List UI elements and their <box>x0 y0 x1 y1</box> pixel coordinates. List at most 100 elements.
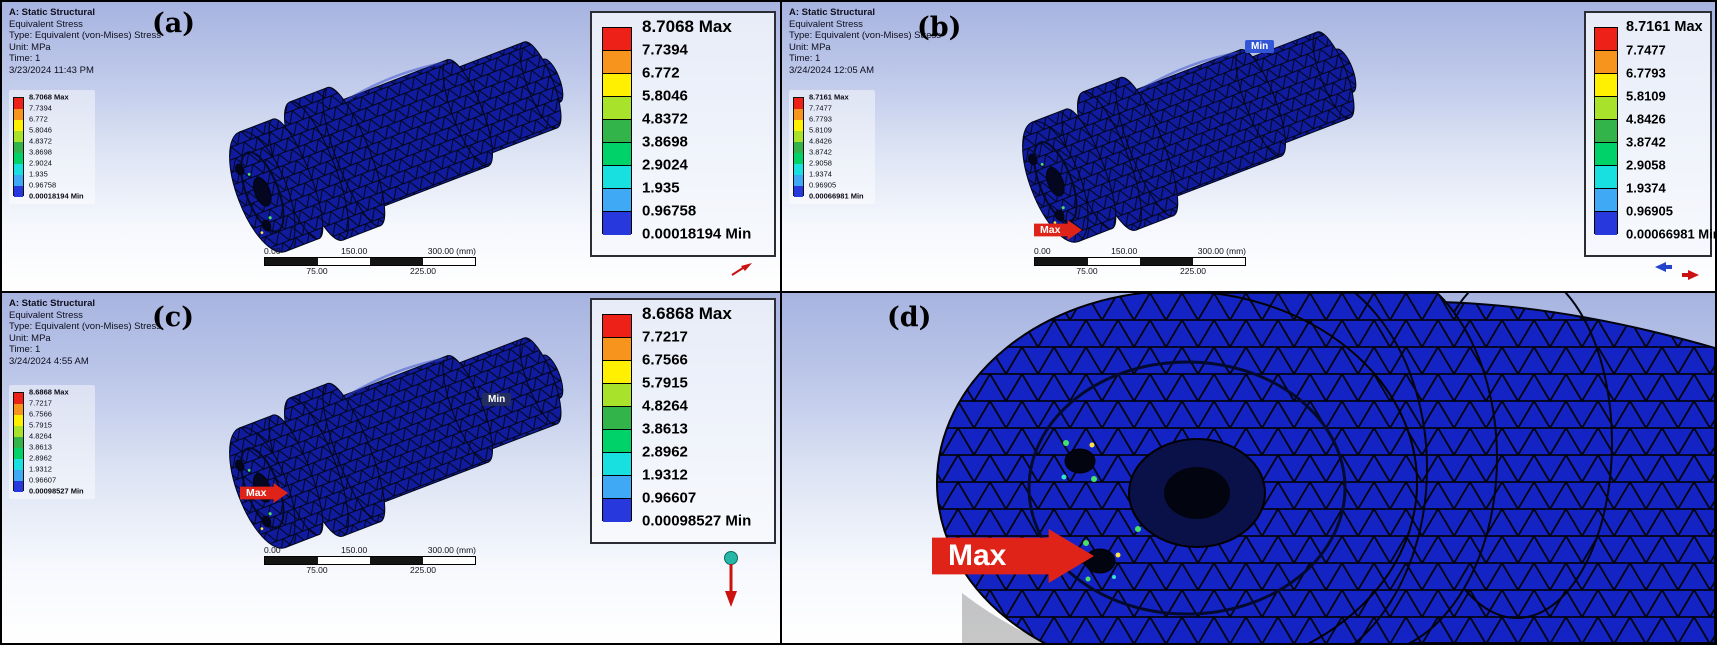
triad-icon <box>724 551 738 607</box>
panel-b-viewport: A: Static Structural Equivalent Stress T… <box>782 2 1715 293</box>
ruler-tick: 150.00 <box>341 246 368 256</box>
legend-value: 6.7793 <box>809 114 832 124</box>
scale-ruler: 0.00 150.00 300.00 (mm) 75.00 225.00 <box>264 545 476 575</box>
ruler-tick: 0.00 <box>264 545 281 555</box>
legend-value: 0.00098527 Min <box>642 512 752 530</box>
legend-value: 5.7915 <box>642 374 688 392</box>
legend-band <box>14 470 23 481</box>
legend-band <box>603 499 631 522</box>
header-result-name: Equivalent Stress <box>9 18 83 30</box>
legend-value: 0.96758 <box>29 180 57 190</box>
legend-value: 4.8372 <box>29 136 52 146</box>
legend-band <box>1595 74 1617 97</box>
legend-value: 2.9058 <box>1626 157 1666 173</box>
legend-band <box>1595 143 1617 166</box>
min-probe-flag: Min <box>482 393 512 406</box>
triad-icon <box>731 263 752 276</box>
ruler-bar <box>1034 257 1246 266</box>
legend-band <box>14 459 23 470</box>
legend-value: 0.96607 <box>29 475 57 485</box>
legend-band <box>794 153 803 164</box>
legend-value: 0.00018194 Min <box>29 191 84 201</box>
legend-value: 1.935 <box>29 169 48 179</box>
legend-band <box>14 481 23 492</box>
legend-band <box>603 430 631 453</box>
stress-hotspot-speckles <box>1061 440 1141 582</box>
header-unit: Unit: MPa <box>9 41 51 53</box>
legend-value: 6.7793 <box>1626 65 1666 81</box>
ruler-tick: 225.00 <box>1180 266 1206 276</box>
legend-band <box>794 175 803 186</box>
panel-letter: (c) <box>152 302 194 333</box>
panel-c-viewport: A: Static Structural Equivalent Stress T… <box>2 293 782 643</box>
ruler-tick: 75.00 <box>1076 266 1098 276</box>
legend-band <box>14 393 23 404</box>
legend-value: 1.9374 <box>1626 180 1666 196</box>
ruler-tick: 75.00 <box>306 266 328 276</box>
result-header: A: Static Structural Equivalent Stress T… <box>789 7 941 76</box>
legend-value: 6.772 <box>29 114 48 124</box>
header-timestamp: 3/24/2024 4:55 AM <box>9 355 89 367</box>
legend-band <box>1595 212 1617 235</box>
legend-value: 8.7161 Max <box>1626 19 1703 35</box>
legend-band <box>14 426 23 437</box>
header-unit: Unit: MPa <box>789 41 831 53</box>
scale-ruler: 0.00 150.00 300.00 (mm) 75.00 225.00 <box>264 246 476 276</box>
mini-contour-legend: 8.7068 Max 7.7394 6.772 5.8046 4.8372 3.… <box>9 90 95 204</box>
legend-band <box>14 437 23 448</box>
legend-band <box>603 97 631 120</box>
header-time: Time: 1 <box>789 53 821 64</box>
header-analysis-title: A: Static Structural <box>9 7 96 18</box>
legend-band <box>603 51 631 74</box>
legend-band <box>794 109 803 120</box>
contour-legend: 8.7068 Max 7.7394 6.772 5.8046 4.8372 3.… <box>590 11 776 257</box>
legend-band <box>14 120 23 131</box>
shaft-model-view <box>211 22 587 272</box>
ruler-tick: 75.00 <box>306 565 328 575</box>
legend-value: 2.9024 <box>29 158 52 168</box>
legend-value: 5.8046 <box>642 87 688 105</box>
legend-value: 5.7915 <box>29 420 52 430</box>
legend-band <box>14 153 23 164</box>
max-probe-flag: Max <box>1034 220 1082 240</box>
legend-band <box>794 164 803 175</box>
panel-d-viewport: (d) Max <box>782 293 1715 643</box>
legend-value: 4.8426 <box>1626 111 1666 127</box>
ruler-bar <box>264 257 476 266</box>
legend-band <box>603 315 631 338</box>
legend-band <box>1595 166 1617 189</box>
legend-band <box>14 98 23 109</box>
legend-value: 3.8698 <box>29 147 52 157</box>
legend-value: 7.7394 <box>29 103 52 113</box>
legend-band <box>603 476 631 499</box>
legend-band <box>14 164 23 175</box>
legend-value: 0.96607 <box>642 489 697 507</box>
legend-band <box>14 142 23 153</box>
panel-letter: (b) <box>917 12 962 43</box>
legend-band <box>603 143 631 166</box>
legend-value: 0.96905 <box>809 180 837 190</box>
legend-value: 8.7161 Max <box>809 92 849 102</box>
legend-band <box>603 338 631 361</box>
legend-band <box>1595 51 1617 74</box>
ruler-tick: 0.00 <box>1034 246 1051 256</box>
legend-band <box>603 166 631 189</box>
legend-value: 4.8264 <box>29 431 52 441</box>
legend-band <box>14 186 23 197</box>
legend-band <box>1595 189 1617 212</box>
legend-band <box>794 131 803 142</box>
legend-value: 3.8613 <box>642 420 688 438</box>
legend-color-bar <box>602 27 632 235</box>
legend-value: 7.7477 <box>1626 42 1666 58</box>
legend-value: 3.8698 <box>642 133 688 151</box>
legend-value: 5.8046 <box>29 125 52 135</box>
legend-band <box>794 120 803 131</box>
legend-band <box>603 28 631 51</box>
legend-value: 3.8613 <box>29 442 52 452</box>
legend-value: 1.9374 <box>809 169 832 179</box>
legend-value: 3.8742 <box>1626 134 1666 150</box>
legend-band <box>1595 97 1617 120</box>
legend-value: 8.6868 Max <box>29 387 69 397</box>
legend-color-bar <box>13 392 24 492</box>
legend-value: 6.7566 <box>642 351 688 369</box>
